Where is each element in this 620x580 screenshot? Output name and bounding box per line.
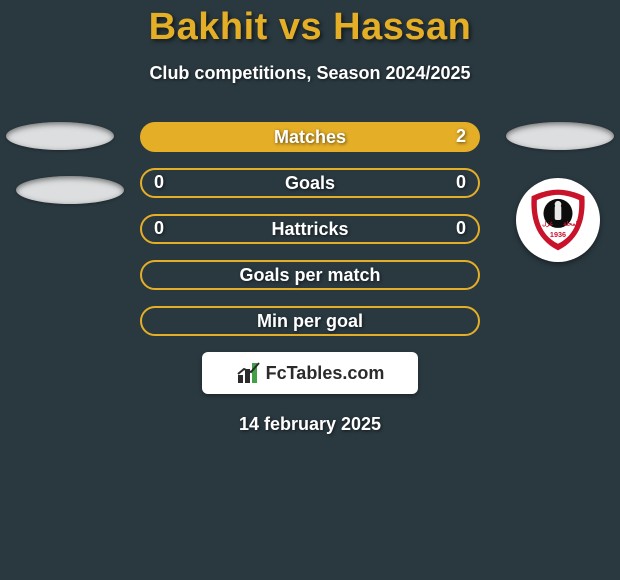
stat-row-min-per-goal: Min per goal: [140, 306, 480, 336]
bar-chart-icon: [236, 361, 264, 385]
stat-row-goals: 0 Goals 0: [140, 168, 480, 198]
avatar-placeholder-left-1: [6, 122, 114, 150]
site-logo: FcTables.com: [202, 352, 418, 394]
svg-text:1936: 1936: [550, 230, 566, 239]
stat-label: Goals: [285, 173, 335, 194]
avatar-placeholder-right-1: [506, 122, 614, 150]
stat-label: Matches: [274, 127, 346, 148]
date-label: 14 february 2025: [0, 414, 620, 435]
stat-right-value: 2: [456, 126, 466, 147]
stat-row-goals-per-match: Goals per match: [140, 260, 480, 290]
page-title: Bakhit vs Hassan: [0, 0, 620, 49]
stat-row-matches: Matches 2: [140, 122, 480, 152]
club-crest: 1936 غزل المحلة: [516, 178, 600, 262]
stat-label: Min per goal: [257, 311, 363, 332]
avatar-placeholder-left-2: [16, 176, 124, 204]
subtitle: Club competitions, Season 2024/2025: [0, 63, 620, 84]
stat-left-value: 0: [154, 172, 164, 193]
stat-right-value: 0: [456, 172, 466, 193]
club-crest-icon: 1936 غزل المحلة: [525, 187, 591, 253]
stat-left-value: 0: [154, 218, 164, 239]
stat-right-value: 0: [456, 218, 466, 239]
stat-label: Goals per match: [239, 265, 380, 286]
site-logo-text: FcTables.com: [266, 363, 385, 384]
stat-label: Hattricks: [271, 219, 348, 240]
svg-text:غزل: غزل: [542, 220, 554, 227]
svg-text:المحلة: المحلة: [563, 220, 579, 227]
stat-row-hattricks: 0 Hattricks 0: [140, 214, 480, 244]
